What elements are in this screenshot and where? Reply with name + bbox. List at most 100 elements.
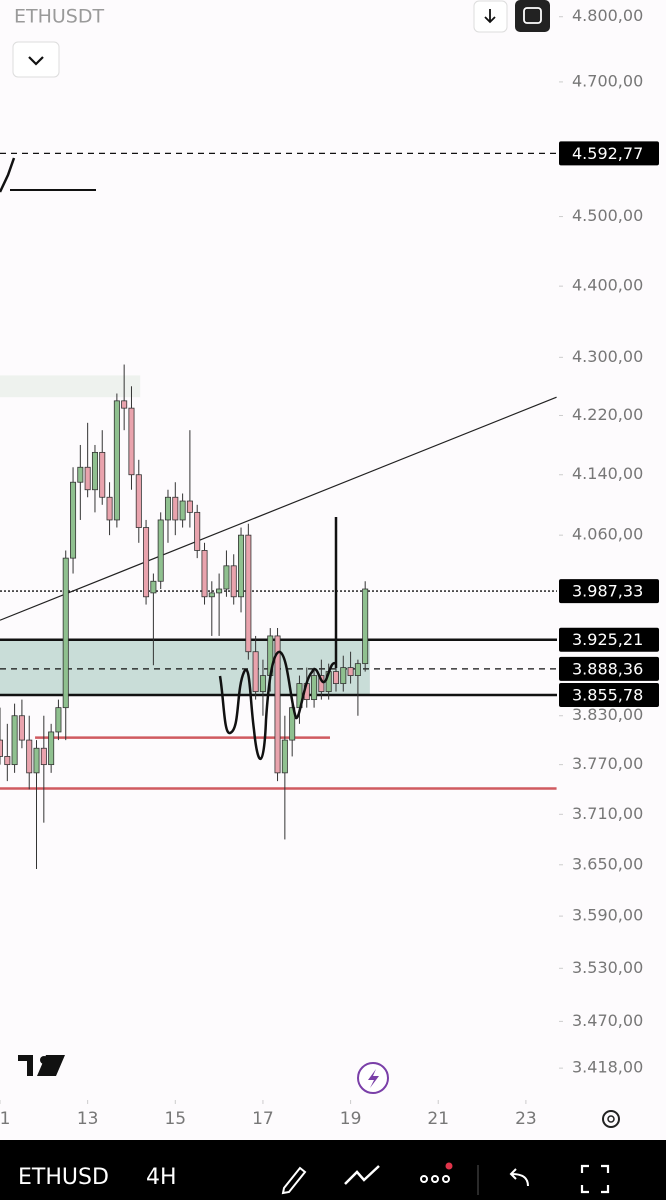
candle-body — [311, 675, 318, 701]
candle-body — [135, 474, 142, 528]
trendline — [0, 396, 557, 621]
candle-body — [84, 466, 91, 491]
price-tag — [559, 656, 659, 681]
candle-body — [164, 496, 171, 521]
x-tick-label: 17 — [252, 1109, 274, 1129]
settings-icon — [607, 1115, 615, 1123]
plot — [0, 152, 557, 870]
tv-logo — [40, 1056, 48, 1064]
fullscreen-icon[interactable] — [580, 1164, 610, 1194]
square-icon — [523, 7, 542, 24]
more-button[interactable] — [420, 1175, 450, 1183]
price-tag — [559, 579, 659, 604]
y-tick-label: 3.650,00 — [572, 854, 643, 873]
candle-body — [70, 481, 77, 559]
undo-button[interactable] — [509, 1168, 529, 1187]
symbol: ETHUSDT — [14, 6, 104, 28]
candle-body — [340, 667, 347, 684]
x-tick-label: 19 — [340, 1109, 362, 1129]
y-tick-label: 3.418,00 — [572, 1058, 643, 1077]
x-tick-label: 21 — [427, 1109, 449, 1129]
candle-body — [113, 400, 120, 521]
candle-body — [332, 671, 339, 684]
price-tag-label: 3.888,36 — [572, 659, 643, 678]
fullscreen-button[interactable] — [515, 0, 550, 32]
candle-body — [201, 550, 208, 598]
candle-body — [216, 588, 223, 594]
candle-body — [150, 580, 157, 594]
candle-body — [274, 635, 281, 774]
candle-body — [106, 496, 113, 521]
candle-body — [18, 715, 25, 741]
candle-body — [347, 667, 354, 676]
candle-body — [230, 565, 237, 598]
bottom-symbol[interactable]: ETHUSD — [18, 1165, 109, 1190]
candle-body — [194, 511, 201, 551]
candle-body — [0, 739, 3, 757]
candle-body — [259, 675, 266, 692]
tv-logo — [18, 1055, 65, 1076]
candle-body — [172, 496, 179, 521]
x-tick-label: 23 — [515, 1109, 537, 1129]
candle-body — [55, 707, 62, 733]
x-tick-label: 15 — [164, 1109, 186, 1129]
price-tag — [559, 627, 659, 652]
chevron-icon — [28, 56, 44, 66]
y-tick-label: 3.710,00 — [572, 804, 643, 823]
y-tick-label: 3.770,00 — [572, 754, 643, 773]
candle-body — [40, 747, 47, 766]
candle-body — [318, 675, 325, 692]
y-tick-label: 4.500,00 — [572, 206, 643, 225]
candle-body — [33, 747, 40, 774]
candle-body — [143, 527, 150, 598]
candle-body — [91, 451, 98, 491]
y-tick-label: 4.800,00 — [572, 6, 643, 25]
price-tag-label: 4.592,77 — [572, 144, 643, 163]
candle-body — [179, 500, 186, 521]
price-tag-label: 3.987,33 — [572, 582, 643, 601]
price-tag-label: 3.925,21 — [572, 630, 643, 649]
candle-body — [62, 557, 69, 709]
candle-body — [252, 651, 259, 692]
y-tick-label: 4.700,00 — [572, 71, 643, 90]
candle-body — [26, 739, 33, 774]
notification-dot — [445, 1162, 453, 1170]
y-tick-label: 3.530,00 — [572, 958, 643, 977]
candle-body — [281, 739, 288, 774]
drawing — [0, 157, 16, 193]
candle-body — [289, 707, 296, 741]
lightning-icon — [368, 1069, 379, 1088]
interval[interactable]: 4H — [146, 1165, 177, 1190]
candle-body — [245, 534, 252, 653]
candle-body — [186, 500, 193, 513]
candle-body — [157, 519, 164, 582]
candle-body — [121, 400, 128, 409]
indicator-button[interactable] — [344, 1165, 380, 1185]
candle-body — [77, 466, 84, 483]
zone-box — [0, 375, 141, 398]
x-tick-label: 13 — [77, 1109, 99, 1129]
y-tick-label: 4.400,00 — [572, 276, 643, 295]
candle-body — [208, 592, 215, 598]
y-tick-label: 4.060,00 — [572, 525, 643, 544]
drawing — [218, 650, 337, 760]
draw-button[interactable] — [281, 1166, 307, 1195]
dropdown-button[interactable] — [12, 41, 60, 78]
x-tick-label: 1 — [0, 1109, 10, 1129]
candle-body — [238, 534, 245, 598]
y-tick-label: 3.830,00 — [572, 705, 643, 724]
price-tag-label: 3.855,78 — [572, 685, 643, 704]
y-tick-label: 3.590,00 — [572, 906, 643, 925]
candle-body — [354, 663, 361, 676]
price-tag — [559, 682, 659, 707]
candle-body — [48, 731, 55, 766]
settings-button[interactable] — [602, 1110, 620, 1128]
y-tick-label: 4.300,00 — [572, 347, 643, 366]
y-tick-label: 4.140,00 — [572, 464, 643, 483]
candle-body — [99, 451, 106, 498]
candle-body — [128, 407, 135, 476]
candle-body — [11, 715, 18, 766]
candle-body — [223, 565, 230, 590]
arrow-icon — [484, 9, 496, 24]
price-tag — [559, 141, 659, 166]
